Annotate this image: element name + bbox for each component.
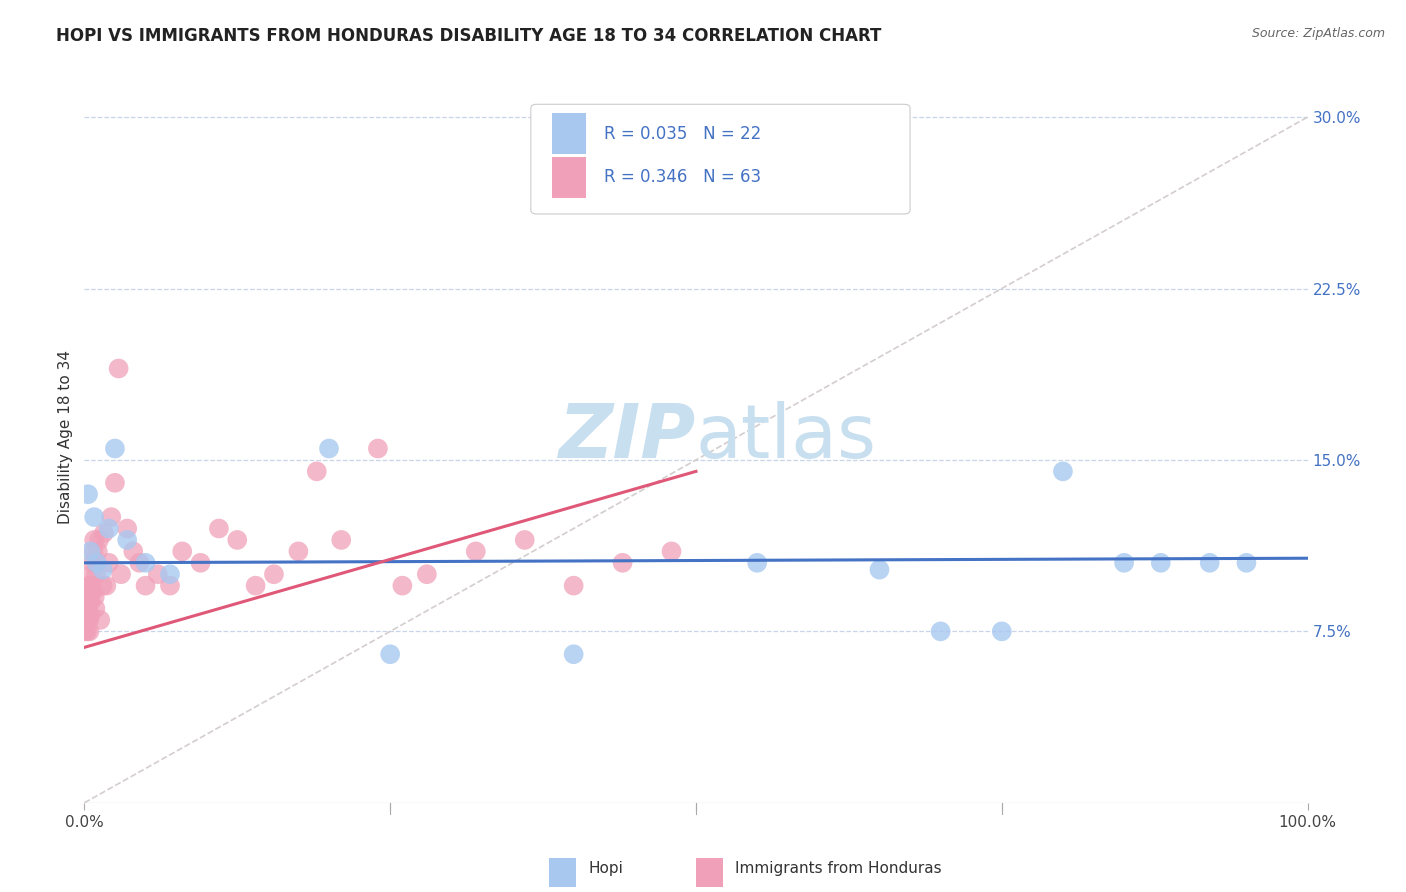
Point	[464, 544, 486, 558]
Point	[380, 647, 402, 661]
Point	[287, 544, 309, 558]
Point	[100, 510, 122, 524]
Text: atlas: atlas	[696, 401, 877, 474]
Point	[75, 613, 97, 627]
Point	[1150, 556, 1173, 570]
Point	[263, 567, 285, 582]
Point	[80, 567, 103, 582]
Point	[208, 521, 231, 535]
Point	[77, 594, 100, 608]
Point	[77, 579, 100, 593]
Text: R = 0.035   N = 22: R = 0.035 N = 22	[605, 125, 762, 143]
FancyBboxPatch shape	[696, 858, 723, 887]
Point	[83, 590, 105, 604]
Y-axis label: Disability Age 18 to 34: Disability Age 18 to 34	[58, 350, 73, 524]
FancyBboxPatch shape	[531, 104, 910, 214]
Point	[76, 624, 98, 639]
Point	[122, 544, 145, 558]
Point	[159, 579, 181, 593]
Text: HOPI VS IMMIGRANTS FROM HONDURAS DISABILITY AGE 18 TO 34 CORRELATION CHART: HOPI VS IMMIGRANTS FROM HONDURAS DISABIL…	[56, 27, 882, 45]
Text: R = 0.346   N = 63: R = 0.346 N = 63	[605, 169, 762, 186]
Point	[104, 442, 127, 456]
Point	[79, 594, 101, 608]
Point	[391, 579, 413, 593]
Point	[79, 608, 101, 623]
Point	[77, 487, 100, 501]
Point	[226, 533, 249, 547]
Point	[869, 563, 891, 577]
Point	[87, 533, 110, 547]
Point	[75, 601, 97, 615]
Point	[513, 533, 536, 547]
Point	[1236, 556, 1258, 570]
Point	[1198, 556, 1220, 570]
Point	[75, 590, 97, 604]
Point	[367, 442, 389, 456]
Point	[83, 544, 105, 558]
Point	[83, 510, 105, 524]
FancyBboxPatch shape	[551, 157, 586, 197]
Point	[747, 556, 769, 570]
Point	[73, 624, 96, 639]
Point	[79, 590, 101, 604]
Point	[93, 526, 115, 541]
Point	[77, 590, 100, 604]
Point	[245, 579, 267, 593]
Point	[86, 556, 108, 570]
Point	[110, 567, 132, 582]
Point	[79, 624, 101, 639]
Point	[929, 624, 952, 639]
Point	[75, 617, 97, 632]
Point	[172, 544, 194, 558]
Point	[87, 544, 110, 558]
Point	[1052, 464, 1074, 478]
Point	[79, 544, 101, 558]
Point	[97, 521, 120, 535]
Point	[84, 601, 107, 615]
Point	[562, 579, 585, 593]
Point	[991, 624, 1014, 639]
Point	[146, 567, 169, 582]
FancyBboxPatch shape	[550, 858, 576, 887]
Text: ZIP: ZIP	[558, 401, 696, 474]
Point	[190, 556, 212, 570]
Text: Hopi: Hopi	[588, 861, 623, 876]
Point	[86, 556, 108, 570]
Point	[91, 563, 114, 577]
Point	[115, 533, 138, 547]
Point	[76, 594, 98, 608]
Point	[84, 567, 107, 582]
Point	[107, 361, 129, 376]
Point	[77, 613, 100, 627]
Point	[135, 579, 157, 593]
Point	[330, 533, 353, 547]
Point	[82, 585, 104, 599]
Point	[77, 601, 100, 615]
Point	[661, 544, 683, 558]
Point	[76, 613, 98, 627]
Point	[104, 475, 127, 490]
Point	[305, 464, 328, 478]
Point	[80, 579, 103, 593]
Point	[91, 579, 114, 593]
Point	[89, 613, 111, 627]
Point	[115, 521, 138, 535]
Point	[612, 556, 634, 570]
Point	[318, 442, 340, 456]
Point	[159, 567, 181, 582]
Point	[135, 556, 157, 570]
Point	[82, 556, 104, 570]
Point	[76, 608, 98, 623]
Point	[97, 556, 120, 570]
Point	[83, 533, 105, 547]
Point	[76, 585, 98, 599]
Text: Source: ZipAtlas.com: Source: ZipAtlas.com	[1251, 27, 1385, 40]
Point	[562, 647, 585, 661]
Point	[128, 556, 150, 570]
Point	[96, 579, 118, 593]
Text: Immigrants from Honduras: Immigrants from Honduras	[735, 861, 942, 876]
FancyBboxPatch shape	[551, 113, 586, 153]
Point	[416, 567, 439, 582]
Point	[1114, 556, 1136, 570]
